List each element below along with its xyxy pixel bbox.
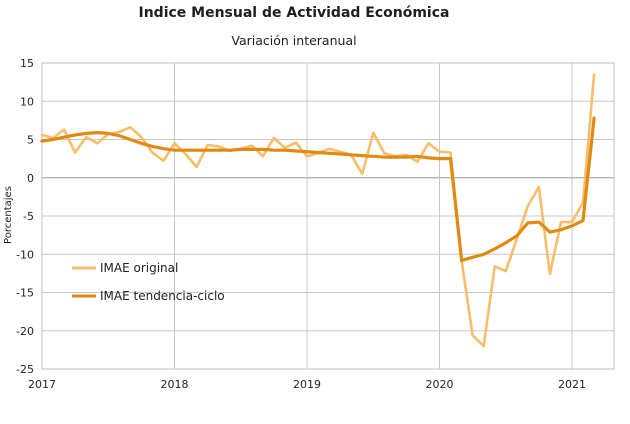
x-tick-label: 2019	[293, 378, 321, 391]
y-tick-label: -15	[16, 287, 34, 300]
gridlines	[42, 63, 614, 369]
x-tick-label: 2021	[558, 378, 586, 391]
legend-label-trend: IMAE tendencia-ciclo	[100, 289, 225, 303]
y-tick-label: 5	[27, 134, 34, 147]
y-tick-label: -25	[16, 363, 34, 376]
y-tick-labels: 15 10 5 0 -5 -10 -15 -20 -25	[16, 57, 34, 376]
legend: IMAE original IMAE tendencia-ciclo	[72, 261, 225, 303]
plot-frame	[41, 62, 615, 370]
chart-subtitle: Variación interanual	[231, 33, 356, 48]
x-tick-labels: 2017 2018 2019 2020 2021	[28, 378, 586, 391]
y-tick-label: 10	[20, 95, 34, 108]
x-tick-label: 2020	[426, 378, 454, 391]
y-tick-label: -10	[16, 248, 34, 261]
x-tick-label: 2017	[28, 378, 56, 391]
series-line-imae-original	[40, 73, 596, 348]
y-tick-label: -5	[23, 210, 34, 223]
y-tick-label: -20	[16, 325, 34, 338]
legend-label-original: IMAE original	[100, 261, 178, 275]
y-axis-label: Porcentajes	[3, 186, 14, 244]
chart-title: Indice Mensual de Actividad Económica	[139, 5, 450, 21]
y-tick-label: 15	[20, 57, 34, 70]
x-tick-label: 2018	[161, 378, 189, 391]
series-line-imae-tendencia-ciclo	[40, 116, 596, 262]
series-lines	[40, 73, 596, 348]
y-tick-label: 0	[27, 172, 34, 185]
